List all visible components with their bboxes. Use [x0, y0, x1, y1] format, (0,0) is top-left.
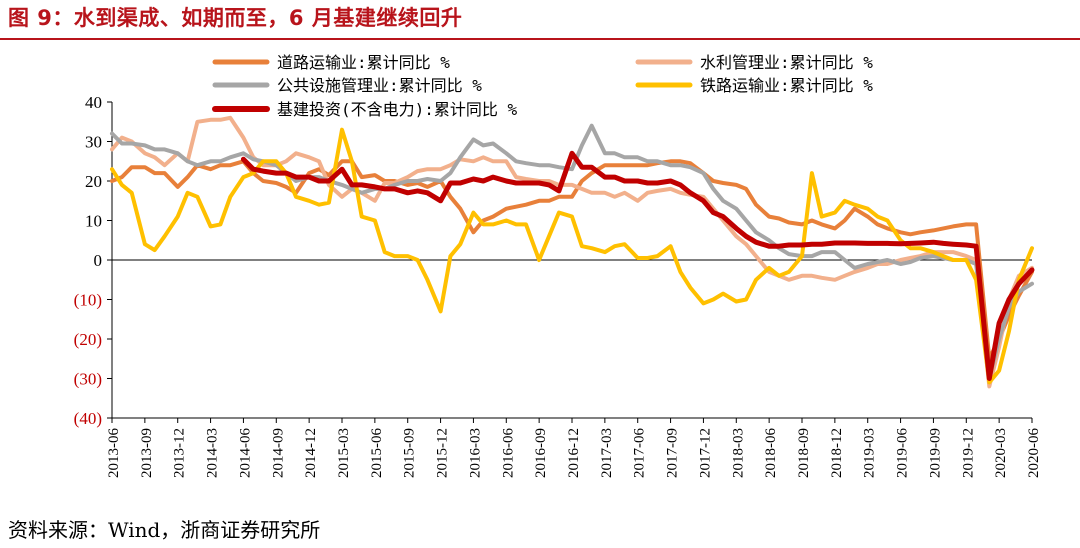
x-tick-label: 2017-03	[599, 428, 615, 478]
y-tick-label: 10	[85, 212, 102, 231]
x-tick-label: 2019-06	[895, 428, 911, 478]
y-tick-label: 20	[85, 172, 102, 191]
y-tick-label: (10)	[74, 291, 102, 310]
series-line-4	[110, 127, 1034, 385]
x-tick-label: 2013-06	[106, 428, 122, 478]
legend: 道路运输业:累计同比 % 水利管理业:累计同比 % 公共设施管理业:累计同比 % 铁路…	[212, 53, 873, 119]
source-note: 资料来源：Wind，浙商证券研究所	[8, 518, 321, 542]
series-line-5	[240, 150, 1035, 381]
x-tick-label: 2020-03	[993, 428, 1009, 478]
y-tick-label: (20)	[74, 330, 102, 349]
x-tick-label: 2015-06	[369, 428, 385, 478]
x-tick-label: 2015-03	[336, 428, 352, 478]
x-tick-label: 2018-09	[796, 428, 812, 478]
y-tick-label: (30)	[74, 370, 102, 389]
series-layer	[110, 115, 1035, 389]
legend-label-3: 公共设施管理业:累计同比 %	[277, 76, 482, 95]
x-tick-label: 2014-06	[237, 428, 253, 478]
x-tick-label: 2014-12	[303, 428, 319, 478]
axis-layer: 40 30 20 10 0 (10) (20) (30) (40)2013-06 2013-09 2…	[74, 93, 1042, 478]
x-tick-label: 2016-03	[467, 428, 483, 478]
x-tick-label: 2018-03	[730, 428, 746, 478]
x-tick-label: 2016-09	[533, 428, 549, 478]
y-tick-label: (40)	[74, 409, 102, 428]
x-tick-label: 2013-12	[172, 428, 188, 478]
x-tick-label: 2018-12	[829, 428, 845, 478]
x-tick-label: 2017-12	[697, 428, 713, 478]
legend-label-5: 基建投资(不含电力):累计同比 %	[277, 100, 518, 119]
x-tick-label: 2013-09	[139, 428, 155, 478]
legend-label-2: 水利管理业:累计同比 %	[700, 53, 873, 72]
y-tick-label: 0	[94, 251, 103, 270]
legend-label-4: 铁路运输业:累计同比 %	[700, 76, 873, 95]
y-tick-label: 40	[85, 93, 102, 112]
x-tick-label: 2016-12	[566, 428, 582, 478]
x-tick-label: 2017-09	[665, 428, 681, 478]
x-tick-label: 2014-09	[270, 428, 286, 478]
title-rule	[0, 38, 1080, 40]
x-tick-label: 2020-06	[1026, 428, 1042, 478]
series-line-1	[110, 159, 1034, 361]
x-tick-label: 2014-03	[205, 428, 221, 478]
x-tick-label: 2017-06	[632, 428, 648, 478]
x-tick-label: 2019-09	[927, 428, 943, 478]
x-tick-label: 2016-06	[500, 428, 516, 478]
x-tick-label: 2018-06	[763, 428, 779, 478]
x-tick-label: 2015-09	[402, 428, 418, 478]
x-tick-label: 2019-03	[862, 428, 878, 478]
legend-label-1: 道路运输业:累计同比 %	[277, 53, 450, 72]
y-tick-label: 30	[85, 133, 102, 152]
x-tick-label: 2019-12	[960, 428, 976, 478]
figure-title: 图 9：水到渠成、如期而至，6 月基建继续回升	[8, 6, 463, 30]
x-tick-label: 2015-12	[435, 428, 451, 478]
